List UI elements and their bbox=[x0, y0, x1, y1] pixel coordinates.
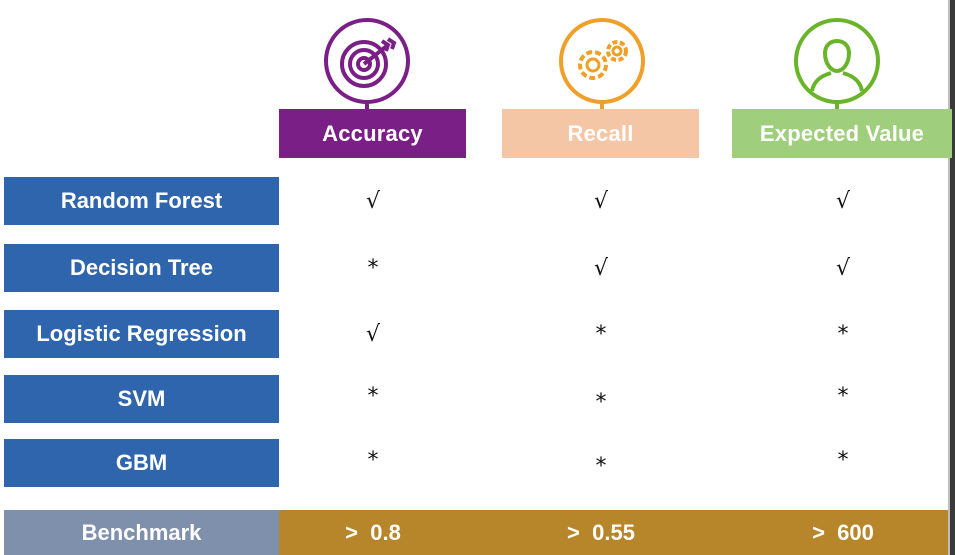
cell-random-forest-accuracy: √ bbox=[365, 188, 381, 214]
benchmark-accuracy-value: > 0.8 bbox=[345, 519, 401, 545]
target-icon bbox=[320, 17, 414, 111]
cell-svm-expected-value: * bbox=[837, 383, 849, 409]
cell-svm-accuracy: * bbox=[367, 383, 379, 409]
row-label-decision-tree: Decision Tree bbox=[4, 244, 279, 292]
cell-logistic-regression-recall: * bbox=[595, 321, 607, 347]
benchmark-recall-value: > 0.55 bbox=[567, 519, 635, 545]
cell-decision-tree-expected-value: √ bbox=[835, 255, 851, 281]
benchmark-expected-value-value: > 600 bbox=[812, 519, 874, 545]
user-icon bbox=[790, 17, 884, 111]
cell-logistic-regression-expected-value: * bbox=[837, 321, 849, 347]
row-label-svm: SVM bbox=[4, 375, 279, 423]
row-label-logistic-regression: Logistic Regression bbox=[4, 310, 279, 358]
cell-gbm-accuracy: * bbox=[367, 447, 379, 473]
cell-decision-tree-accuracy: * bbox=[367, 255, 379, 281]
cell-gbm-recall: * bbox=[595, 453, 607, 479]
gears-icon bbox=[555, 17, 649, 111]
column-header-recall: Recall bbox=[502, 109, 699, 158]
cell-logistic-regression-accuracy: √ bbox=[365, 321, 381, 347]
row-label-random-forest: Random Forest bbox=[4, 177, 279, 225]
column-header-expected-value: Expected Value bbox=[732, 109, 952, 158]
cell-random-forest-expected-value: √ bbox=[835, 188, 851, 214]
benchmark-label: Benchmark bbox=[4, 510, 279, 555]
cell-svm-recall: * bbox=[595, 389, 607, 415]
row-label-gbm: GBM bbox=[4, 439, 279, 487]
cell-random-forest-recall: √ bbox=[593, 188, 609, 214]
cell-gbm-expected-value: * bbox=[837, 447, 849, 473]
frame-edge-light bbox=[948, 0, 950, 555]
frame-edge-dark bbox=[950, 0, 955, 555]
column-header-accuracy: Accuracy bbox=[279, 109, 466, 158]
benchmark-bar bbox=[279, 510, 948, 555]
cell-decision-tree-recall: √ bbox=[593, 255, 609, 281]
